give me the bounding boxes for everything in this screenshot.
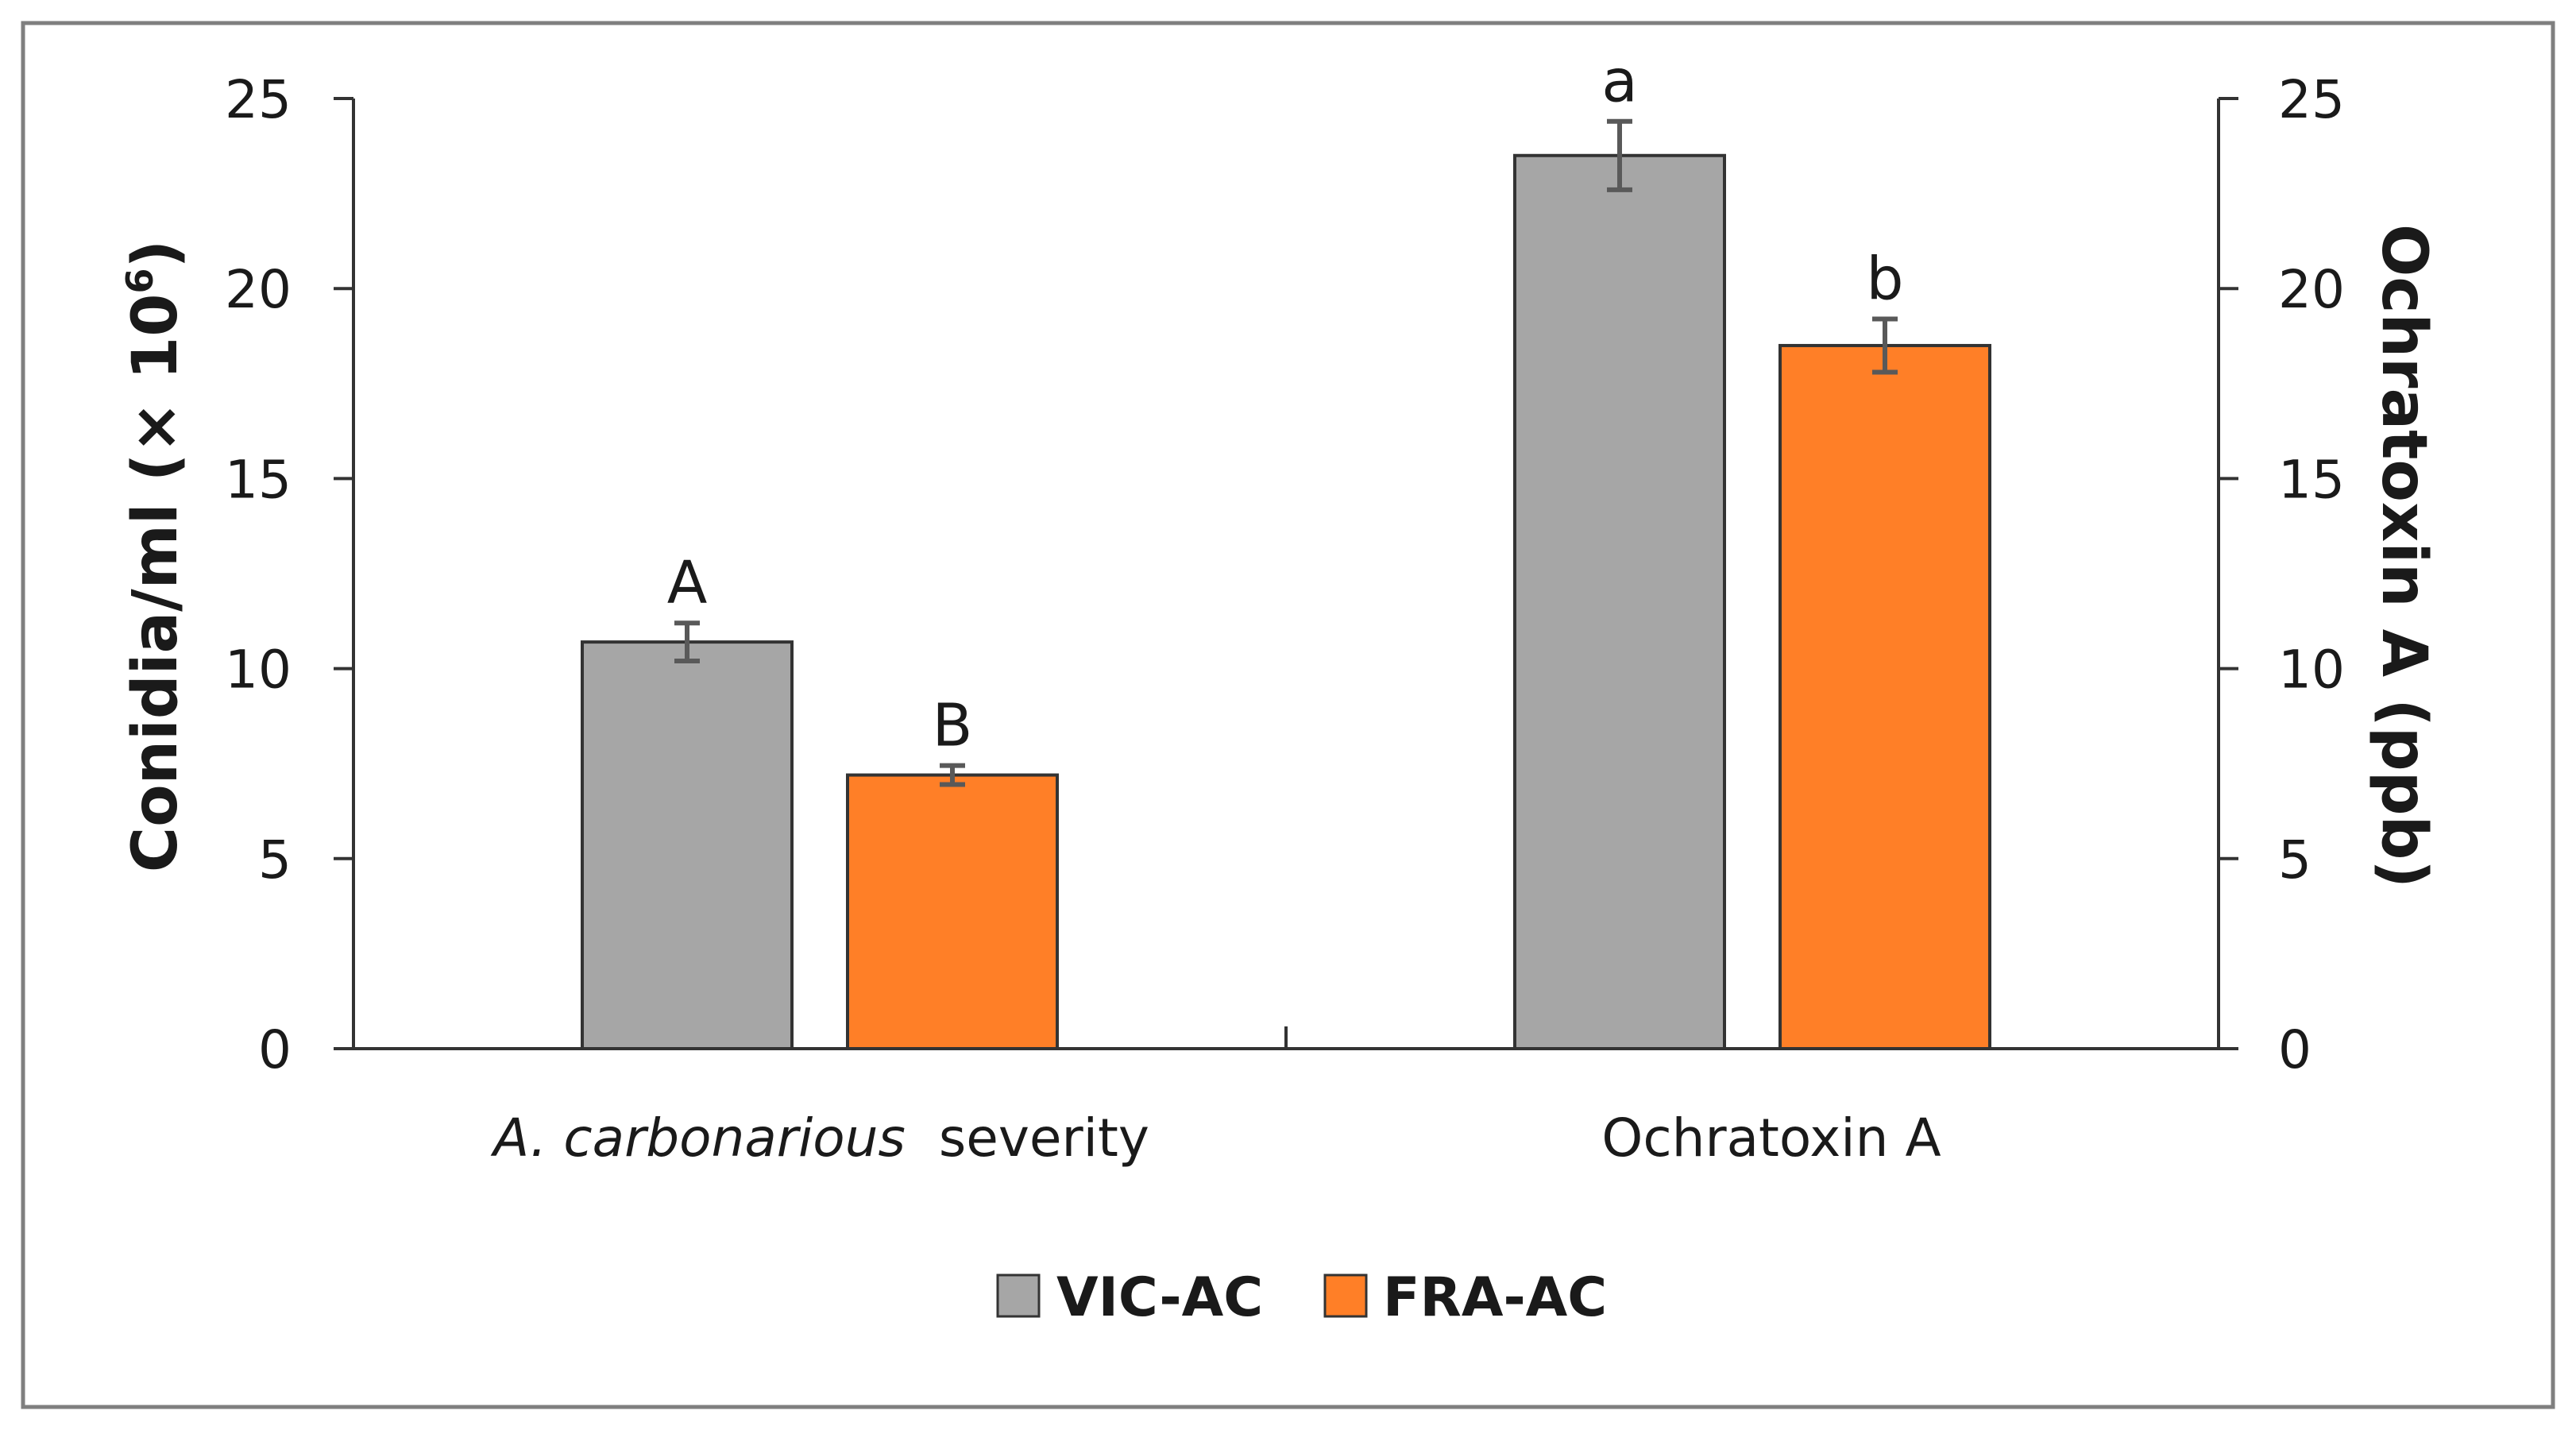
significance-letter: A [667,549,708,617]
left-tick-label: 20 [225,259,292,320]
right-tick-label: 20 [2278,259,2345,320]
right-axis-tick-labels: 0 5 10 15 20 25 [2219,69,2345,1080]
legend: VIC-AC FRA-AC [996,1266,1607,1329]
right-tick-label: 0 [2278,1019,2311,1080]
right-tick-label: 10 [2278,640,2345,701]
x-category-label-1-plain: severity [906,1107,1149,1169]
left-tick-label: 25 [225,69,292,130]
chart-border [21,21,2555,1409]
left-axis-label-end: ) [120,240,191,269]
bars [581,153,1991,1050]
bar-vic-ac-1 [581,640,794,1050]
left-axis-label-base: Conidia/ml (× 10 [120,294,191,873]
bar-vic-ac-2 [1513,153,1726,1050]
legend-swatch-vic-ac [996,1273,1041,1318]
significance-letter: b [1867,245,1904,313]
error-bars [674,118,1898,787]
bar-fra-ac-2 [1778,343,1991,1050]
left-tick-label: 0 [258,1019,292,1080]
left-tick-label: 10 [225,640,292,701]
left-tick-label: 5 [258,829,292,891]
x-category-label-1: A. carbonarious severity [490,1107,1149,1169]
bar-fra-ac-1 [846,773,1059,1050]
right-tick-label: 5 [2278,829,2311,891]
left-axis-tick-labels: 0 5 10 15 20 25 [225,69,353,1080]
x-category-label-1-italic: A. carbonarious [490,1107,906,1169]
left-axis-label: Conidia/ml (× 106) [118,240,191,872]
right-tick-label: 15 [2278,449,2345,510]
left-tick-label: 15 [225,449,292,510]
right-axis-label: Ochratoxin A (ppb) [2368,224,2439,888]
legend-swatch-fra-ac [1323,1273,1368,1318]
significance-letter: B [933,692,973,760]
legend-label-fra-ac: FRA-AC [1383,1266,1607,1329]
significance-letter: a [1601,48,1637,116]
significance-letters: A Ba b [667,48,1904,760]
left-axis-label-sup: 6 [118,268,161,293]
right-tick-label: 25 [2278,69,2345,130]
x-category-label-2: Ochratoxin A [1601,1107,1941,1169]
legend-label-vic-ac: VIC-AC [1056,1266,1263,1329]
